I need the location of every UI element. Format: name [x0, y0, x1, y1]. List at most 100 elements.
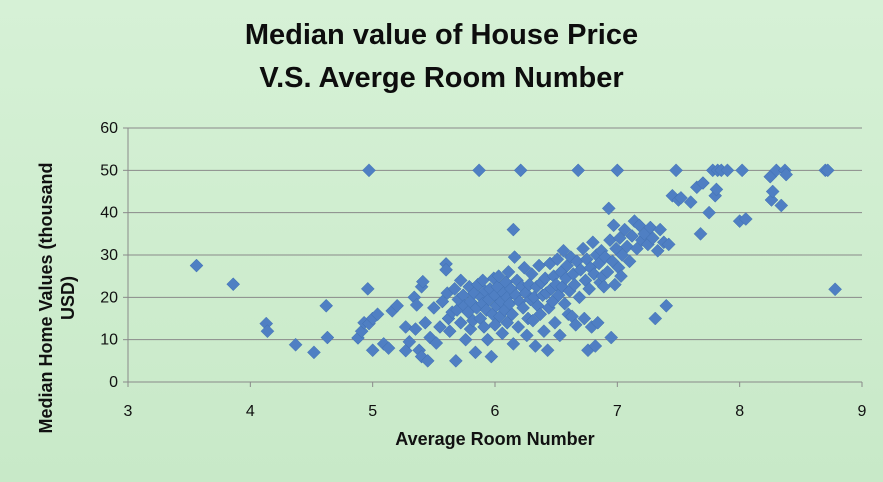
data-point	[588, 339, 603, 353]
data-point	[480, 332, 495, 347]
data-point	[488, 317, 502, 332]
data-point	[533, 307, 548, 322]
data-point	[622, 254, 637, 269]
data-point	[608, 277, 622, 292]
gridlines	[128, 127, 862, 341]
data-point	[501, 265, 516, 279]
data-point	[381, 341, 396, 355]
data-point	[614, 269, 628, 284]
data-point	[506, 222, 521, 237]
data-point	[500, 315, 515, 330]
data-point	[556, 243, 571, 258]
data-point	[630, 241, 644, 256]
data-point	[653, 222, 668, 237]
y-tick-label: 60	[100, 120, 118, 137]
y-axis-label-line2: USD)	[58, 276, 78, 320]
data-point	[696, 176, 710, 190]
axes	[123, 127, 863, 387]
data-point	[528, 339, 543, 353]
chart-title-line1: Median value of House Price	[244, 19, 639, 51]
data-point	[735, 163, 749, 178]
y-tick-label: 50	[100, 162, 118, 179]
x-tick-labels: 3 4 5 6 7 8 9	[124, 403, 867, 420]
data-point	[820, 163, 835, 178]
data-point	[458, 332, 473, 347]
data-point	[426, 301, 441, 315]
data-point	[526, 313, 540, 328]
data-point	[319, 298, 334, 313]
data-point	[567, 277, 582, 292]
data-point	[453, 273, 468, 288]
data-point	[720, 163, 735, 178]
data-point	[453, 315, 468, 330]
data-point	[506, 337, 521, 351]
data-point	[439, 262, 453, 277]
data-point	[601, 201, 616, 216]
data-point	[429, 336, 444, 350]
data-point	[370, 307, 385, 322]
y-tick-label: 40	[100, 205, 118, 222]
data-point	[468, 345, 483, 360]
y-tick-label: 20	[100, 289, 118, 306]
data-point	[693, 226, 708, 241]
data-point	[550, 252, 565, 267]
data-point	[625, 229, 639, 243]
data-point	[779, 167, 794, 182]
data-point	[415, 274, 430, 289]
data-point	[435, 294, 450, 309]
x-axis-label: Average Room Number	[395, 429, 595, 449]
data-point	[765, 184, 780, 199]
data-point	[600, 265, 615, 279]
data-point	[661, 237, 676, 252]
data-point	[511, 320, 526, 334]
data-point	[540, 343, 555, 358]
y-tick-label: 10	[100, 332, 118, 349]
data-point	[537, 324, 551, 339]
chart-title-line2: V.S. Averge Room Number	[259, 62, 624, 94]
data-point	[604, 330, 619, 345]
data-point	[709, 182, 724, 197]
data-point	[572, 290, 587, 305]
data-point	[517, 260, 532, 275]
data-point	[632, 218, 647, 233]
data-point	[307, 345, 321, 360]
data-points	[189, 163, 842, 368]
data-point	[408, 322, 423, 336]
data-point	[552, 328, 567, 343]
data-point	[513, 163, 528, 178]
data-point	[548, 315, 562, 330]
data-point	[683, 195, 698, 209]
data-point	[420, 353, 435, 368]
data-point	[448, 353, 463, 368]
data-point	[362, 163, 376, 178]
data-point	[495, 326, 510, 341]
data-point	[774, 198, 789, 213]
x-tick-label: 7	[613, 403, 622, 420]
data-point	[645, 231, 660, 245]
data-point	[582, 282, 597, 296]
y-tick-label: 30	[100, 247, 118, 264]
x-tick-label: 6	[491, 403, 500, 420]
data-point	[402, 334, 417, 349]
data-point	[612, 231, 627, 245]
data-point	[189, 258, 204, 273]
data-point	[659, 298, 674, 313]
data-point	[507, 250, 522, 264]
x-tick-label: 9	[858, 403, 867, 420]
data-point	[519, 328, 534, 343]
data-point	[226, 277, 241, 292]
data-point	[365, 343, 380, 358]
data-point	[571, 163, 586, 178]
data-point	[764, 193, 779, 207]
data-point	[650, 243, 665, 258]
data-point	[418, 315, 433, 330]
data-point	[669, 163, 683, 178]
data-point	[586, 235, 600, 250]
y-tick-labels: 0 10 20 30 40 50 60	[100, 120, 118, 391]
data-point	[360, 282, 375, 296]
data-point	[433, 320, 447, 334]
data-point	[828, 282, 842, 297]
data-point	[648, 311, 663, 326]
data-point	[577, 311, 592, 326]
data-point	[260, 324, 275, 339]
